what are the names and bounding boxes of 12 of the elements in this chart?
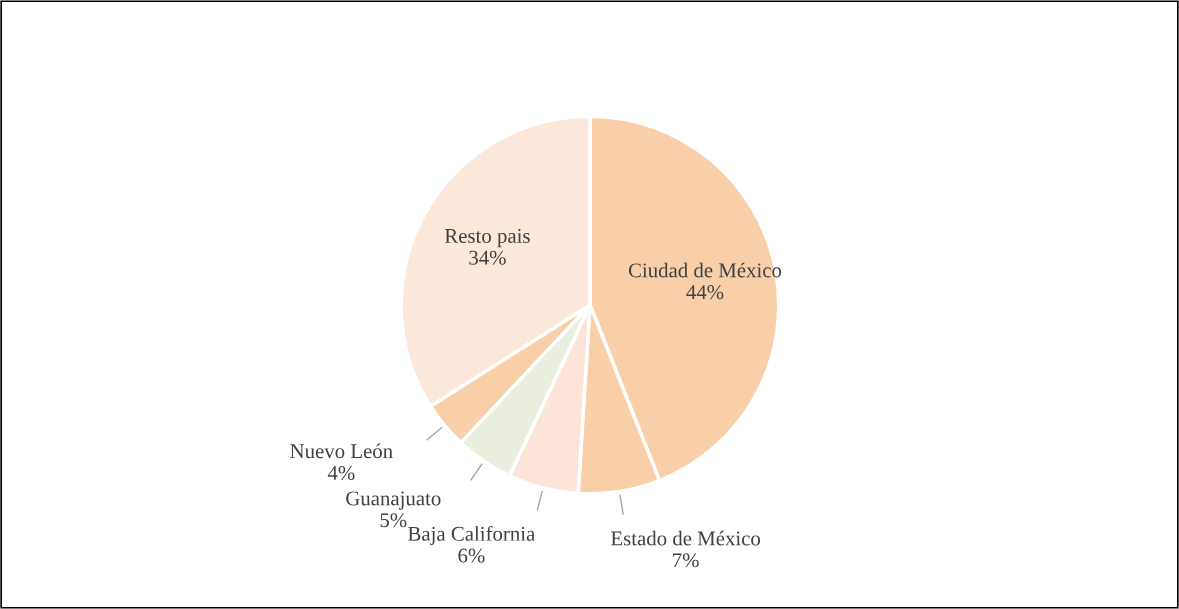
data-label: 44% xyxy=(686,285,724,300)
slice-label: Guanajuato xyxy=(346,491,441,510)
slice-label: Resto pais xyxy=(444,228,530,248)
data-label: 4% xyxy=(327,465,355,481)
data-label: 5% xyxy=(380,513,407,528)
slice-label: Baja California xyxy=(408,525,536,546)
data-label: 6% xyxy=(458,548,485,563)
data-label: 34% xyxy=(469,250,506,265)
slice-label: Estado de México xyxy=(611,530,761,546)
slice-label: Nuevo León xyxy=(290,443,393,459)
slice-label: Ciudad de México xyxy=(628,262,782,278)
data-label: 7% xyxy=(673,553,699,568)
